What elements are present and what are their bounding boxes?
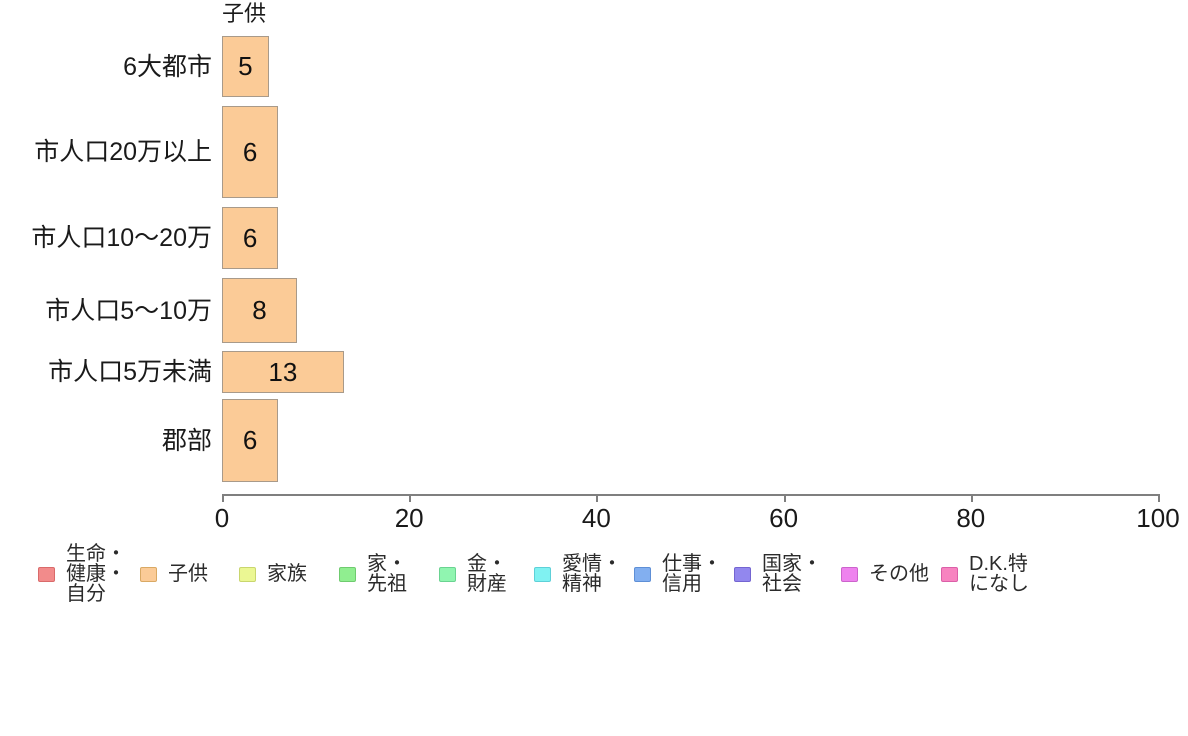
- legend-swatch: [734, 566, 751, 582]
- legend-swatch: [634, 566, 651, 582]
- legend-item: D.K.特 になし: [941, 554, 1029, 594]
- bar: 13: [222, 351, 344, 393]
- bar: 6: [222, 207, 279, 269]
- category-label: 市人口5万未満: [48, 358, 212, 386]
- x-axis-tick: [783, 494, 786, 502]
- legend-item-label: 国家・ 社会: [762, 553, 822, 595]
- legend-swatch: [439, 566, 456, 582]
- legend-item: その他: [841, 564, 929, 584]
- bar-value-label: 6: [242, 136, 258, 167]
- category-label: 市人口5〜10万: [45, 296, 212, 325]
- legend-item: 家族: [239, 564, 307, 584]
- legend-item-label: 家族: [267, 563, 307, 585]
- bar: 5: [222, 36, 269, 97]
- bar-value-label: 5: [238, 51, 253, 81]
- x-axis-line: [222, 494, 1160, 496]
- legend-item: 家・ 先祖: [339, 554, 407, 594]
- bar: 6: [222, 399, 279, 482]
- bar-value-label: 6: [242, 222, 258, 253]
- legend-item: 金・ 財産: [439, 554, 507, 594]
- legend-swatch: [339, 566, 356, 582]
- legend-item: 国家・ 社会: [734, 554, 822, 594]
- legend-swatch: [534, 566, 551, 582]
- legend-item: 愛情・ 精神: [534, 554, 622, 594]
- x-axis-tick: [970, 494, 973, 502]
- x-axis-tick: [222, 494, 224, 502]
- bar: 8: [222, 278, 297, 343]
- legend-item: 生命・ 健康・ 自分: [38, 544, 126, 604]
- x-axis-tick-label: 40: [581, 503, 611, 533]
- legend-swatch: [140, 566, 157, 582]
- legend-item-label: 家・ 先祖: [367, 553, 407, 595]
- category-label: 市人口20万以上: [34, 138, 212, 166]
- x-axis-tick-label: 60: [769, 503, 799, 533]
- x-axis-tick: [409, 494, 412, 502]
- bar-value-label: 6: [242, 425, 258, 455]
- legend-item-label: D.K.特 になし: [969, 553, 1029, 595]
- category-label: 市人口10〜20万: [31, 224, 212, 252]
- legend-item: 子供: [140, 564, 208, 584]
- x-axis-tick-label: 100: [1136, 503, 1180, 533]
- x-axis-tick-label: 20: [394, 503, 424, 533]
- legend-swatch: [239, 566, 256, 582]
- legend-item-label: 金・ 財産: [467, 553, 507, 595]
- bar: 6: [222, 106, 279, 198]
- legend-item: 仕事・ 信用: [634, 554, 722, 594]
- category-label: 郡部: [161, 426, 212, 455]
- legend-swatch: [841, 566, 858, 582]
- category-label: 6大都市: [123, 52, 212, 81]
- x-axis-tick-label: 80: [956, 503, 986, 533]
- x-axis-tick: [1158, 494, 1160, 502]
- legend-item-label: 仕事・ 信用: [662, 553, 722, 595]
- x-axis-tick-label: 0: [214, 503, 230, 533]
- legend-item-label: その他: [869, 563, 929, 585]
- bar-value-label: 13: [268, 356, 298, 387]
- legend-swatch: [941, 566, 958, 582]
- legend-item-label: 愛情・ 精神: [562, 553, 622, 595]
- legend-item-label: 生命・ 健康・ 自分: [66, 543, 126, 605]
- chart-title: 子供: [222, 1, 267, 26]
- legend-item-label: 子供: [168, 563, 208, 585]
- legend-swatch: [38, 566, 55, 582]
- x-axis-tick: [596, 494, 599, 502]
- bar-value-label: 8: [252, 295, 267, 325]
